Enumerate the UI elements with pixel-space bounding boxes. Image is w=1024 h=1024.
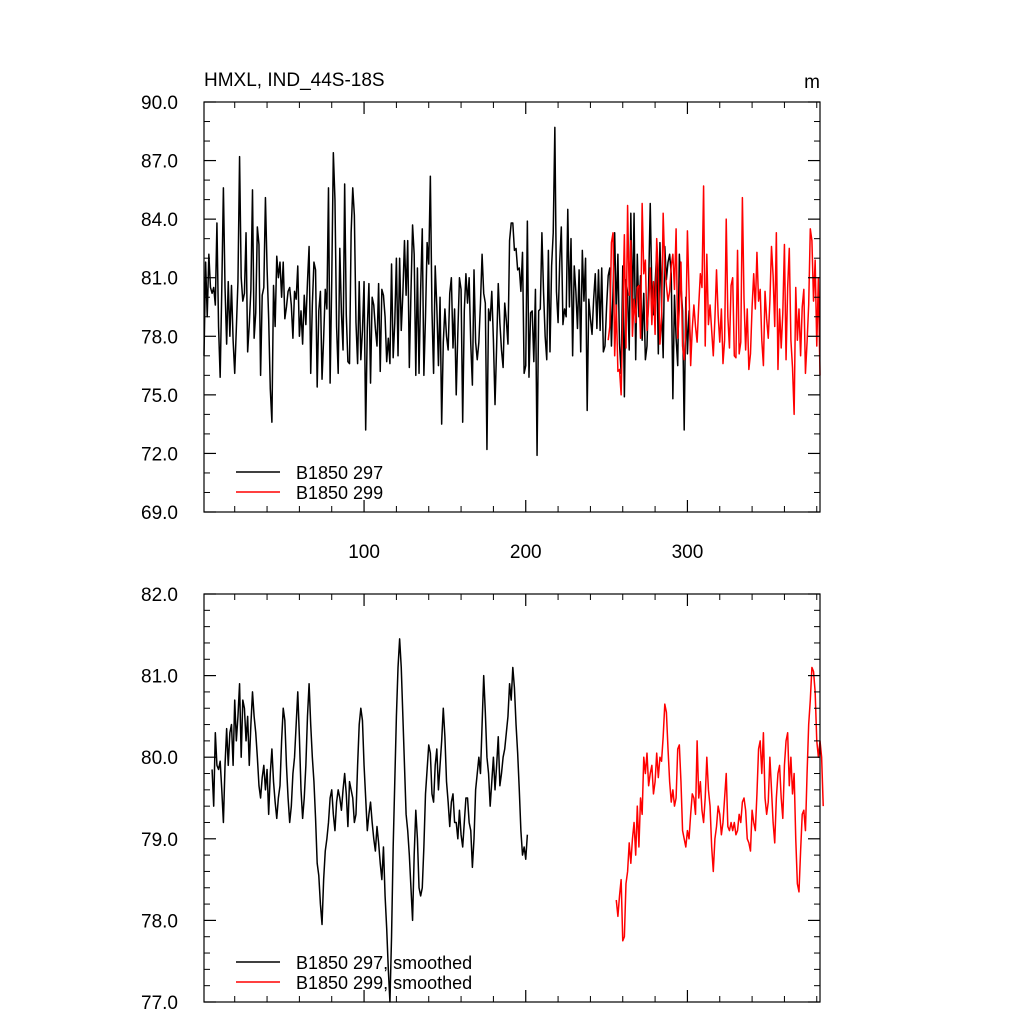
legend-label-b1850-299: B1850 299 <box>296 483 383 503</box>
y-tick-label: 69.0 <box>141 503 178 524</box>
y-tick-label: 84.0 <box>141 210 178 231</box>
y-tick-label: 87.0 <box>141 152 178 173</box>
y-tick-label: 81.0 <box>141 667 178 688</box>
y-tick-label: 78.0 <box>141 911 178 932</box>
bottom-chart: 77.0 78.0 79.0 80.0 81.0 82.0 B1850 297, smoo… <box>141 585 824 1014</box>
top-series-group <box>203 126 821 457</box>
top-legend: B1850 297 B1850 299 <box>236 463 383 503</box>
x-tick-label: 100 <box>348 542 380 563</box>
y-tick-label: 90.0 <box>141 93 178 114</box>
units-label: m <box>804 72 820 93</box>
bottom-series-group <box>211 638 824 1003</box>
legend-label-b1850-297: B1850 297 <box>296 463 383 483</box>
y-tick-label: 81.0 <box>141 269 178 290</box>
plot-frame <box>203 593 821 1003</box>
legend-label-b1850-299-smoothed: B1850 299, smoothed <box>296 973 472 993</box>
bottom-legend: B1850 297, smoothed B1850 299, smoothed <box>236 953 472 993</box>
series-line-b1850-297-smoothed <box>211 638 529 1003</box>
x-tick-label: 200 <box>510 542 542 563</box>
plot-frame <box>203 101 821 513</box>
legend-label-b1850-297-smoothed: B1850 297, smoothed <box>296 953 472 973</box>
top-axes: 69.0 72.0 75.0 78.0 81.0 84.0 87.0 90.0 100 200 30… <box>141 93 821 563</box>
chart-title: HMXL, IND_44S-18S <box>204 70 385 91</box>
series-line-b1850-299 <box>607 185 821 416</box>
series-line-b1850-299-smoothed <box>615 666 824 942</box>
y-tick-label: 79.0 <box>141 830 178 851</box>
y-tick-label: 75.0 <box>141 386 178 407</box>
bottom-axes: 77.0 78.0 79.0 80.0 81.0 82.0 <box>141 585 821 1014</box>
y-tick-label: 80.0 <box>141 748 178 769</box>
y-tick-label: 78.0 <box>141 327 178 348</box>
top-chart: HMXL, IND_44S-18S m 69.0 72.0 75.0 78.0 81.0… <box>141 70 821 563</box>
y-tick-label: 77.0 <box>141 993 178 1014</box>
y-tick-label: 82.0 <box>141 585 178 606</box>
y-tick-label: 72.0 <box>141 444 178 465</box>
series-line-b1850-297 <box>203 126 692 457</box>
x-tick-label: 300 <box>672 542 704 563</box>
